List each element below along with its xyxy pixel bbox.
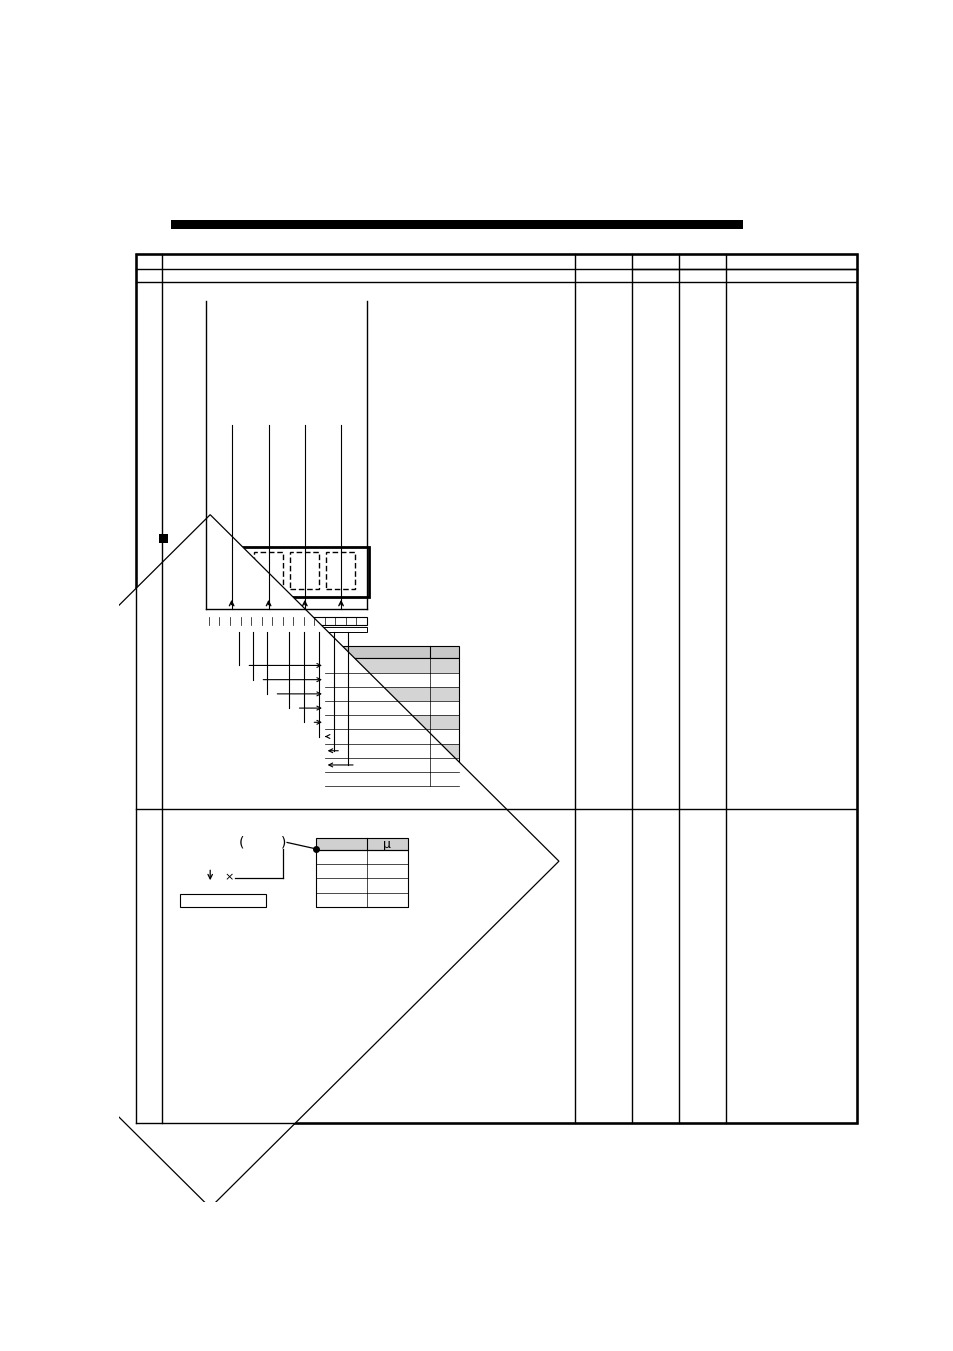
Bar [324,658,459,673]
Text: μ: μ [383,838,391,851]
Bar [135,254,856,1123]
Bar [217,553,246,589]
Bar [324,743,459,758]
Bar [326,553,355,589]
Bar [324,771,459,786]
Bar [324,715,459,730]
Bar [198,616,367,626]
Bar [159,824,168,832]
Polygon shape [0,515,558,1208]
Bar [180,894,265,907]
Bar [290,553,318,589]
Bar [159,535,168,543]
Bar [324,758,459,771]
Bar [324,646,459,658]
Bar [315,838,407,850]
Bar [324,686,459,701]
Bar [324,673,459,686]
Text: ×: × [224,873,233,882]
Bar [186,836,235,848]
Bar [171,220,741,228]
Bar [253,553,282,589]
Bar [324,701,459,715]
Bar [198,627,367,632]
Bar [324,730,459,743]
Bar [210,547,369,597]
Text: ): ) [280,835,286,850]
Text: (: ( [239,835,245,850]
Bar [315,850,407,907]
Bar [324,658,459,786]
